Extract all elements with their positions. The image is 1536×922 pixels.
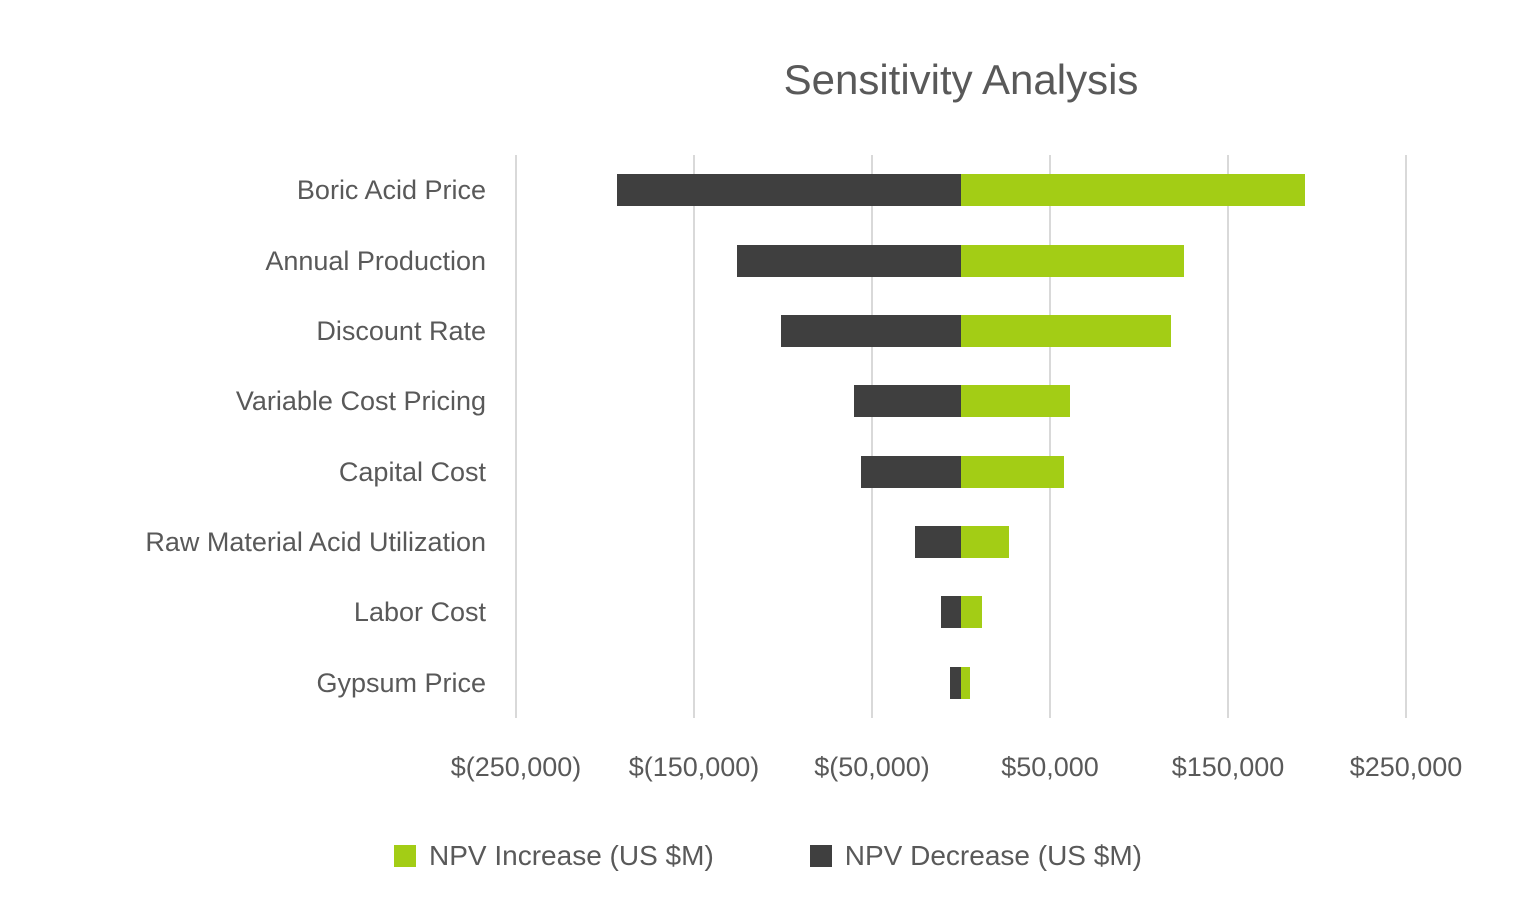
bar-npv-increase [961, 244, 1184, 277]
gridline [515, 155, 517, 718]
gridline [1405, 155, 1407, 718]
gridline [1227, 155, 1229, 718]
npv-decrease-swatch-icon [809, 845, 832, 867]
bar-npv-increase [961, 385, 1070, 418]
gridline [693, 155, 695, 718]
category-label: Labor Cost [353, 597, 486, 628]
x-tick-label: $(250,000) [450, 752, 582, 782]
bar-npv-increase [961, 526, 1010, 559]
x-tick-label: $250,000 [1349, 752, 1463, 782]
x-tick-label: $(50,000) [814, 752, 930, 782]
bar-npv-decrease [914, 526, 961, 559]
value-axis: $(250,000) $(150,000) $(50,000) $50,000 $150… [451, 752, 1463, 794]
legend: NPV Increase (US $M) NPV Decrease (US $M… [0, 840, 1536, 872]
bar-npv-decrease [781, 314, 961, 347]
category-label: Discount Rate [316, 315, 486, 346]
category-label: Variable Cost Pricing [235, 386, 486, 417]
bar-npv-decrease [950, 666, 961, 699]
legend-item-npv-decrease: NPV Decrease (US $M) [809, 840, 1142, 872]
category-label: Raw Material Acid Utilization [145, 527, 486, 558]
chart-title: Sensitivity Analysis [783, 56, 1139, 103]
bar-npv-decrease [617, 174, 961, 207]
x-tick-label: $(150,000) [628, 752, 760, 782]
category-label: Boric Acid Price [296, 175, 486, 206]
legend-label-npv-increase: NPV Increase (US $M) [429, 840, 714, 871]
category-label: Gypsum Price [316, 667, 486, 698]
category-axis: Boric Acid Price Annual Production Discoun… [0, 155, 486, 718]
x-tick-label: $150,000 [1171, 752, 1285, 782]
bar-npv-decrease [854, 385, 961, 418]
category-label: Annual Production [265, 245, 486, 276]
npv-increase-swatch-icon [394, 845, 417, 867]
bar-npv-decrease [736, 244, 961, 277]
x-tick-label: $50,000 [1001, 752, 1099, 782]
bar-npv-increase [961, 314, 1172, 347]
bar-npv-decrease [861, 455, 961, 488]
bar-npv-increase [961, 666, 970, 699]
bar-npv-increase [961, 596, 983, 629]
bar-npv-decrease [941, 596, 961, 629]
legend-label-npv-decrease: NPV Decrease (US $M) [844, 840, 1142, 871]
gridline [1049, 155, 1051, 718]
bar-npv-increase [961, 174, 1305, 207]
gridline [871, 155, 873, 718]
category-label: Capital Cost [338, 456, 486, 487]
bar-npv-increase [961, 455, 1065, 488]
legend-item-npv-increase: NPV Increase (US $M) [394, 840, 714, 872]
plot-area [515, 155, 1407, 718]
